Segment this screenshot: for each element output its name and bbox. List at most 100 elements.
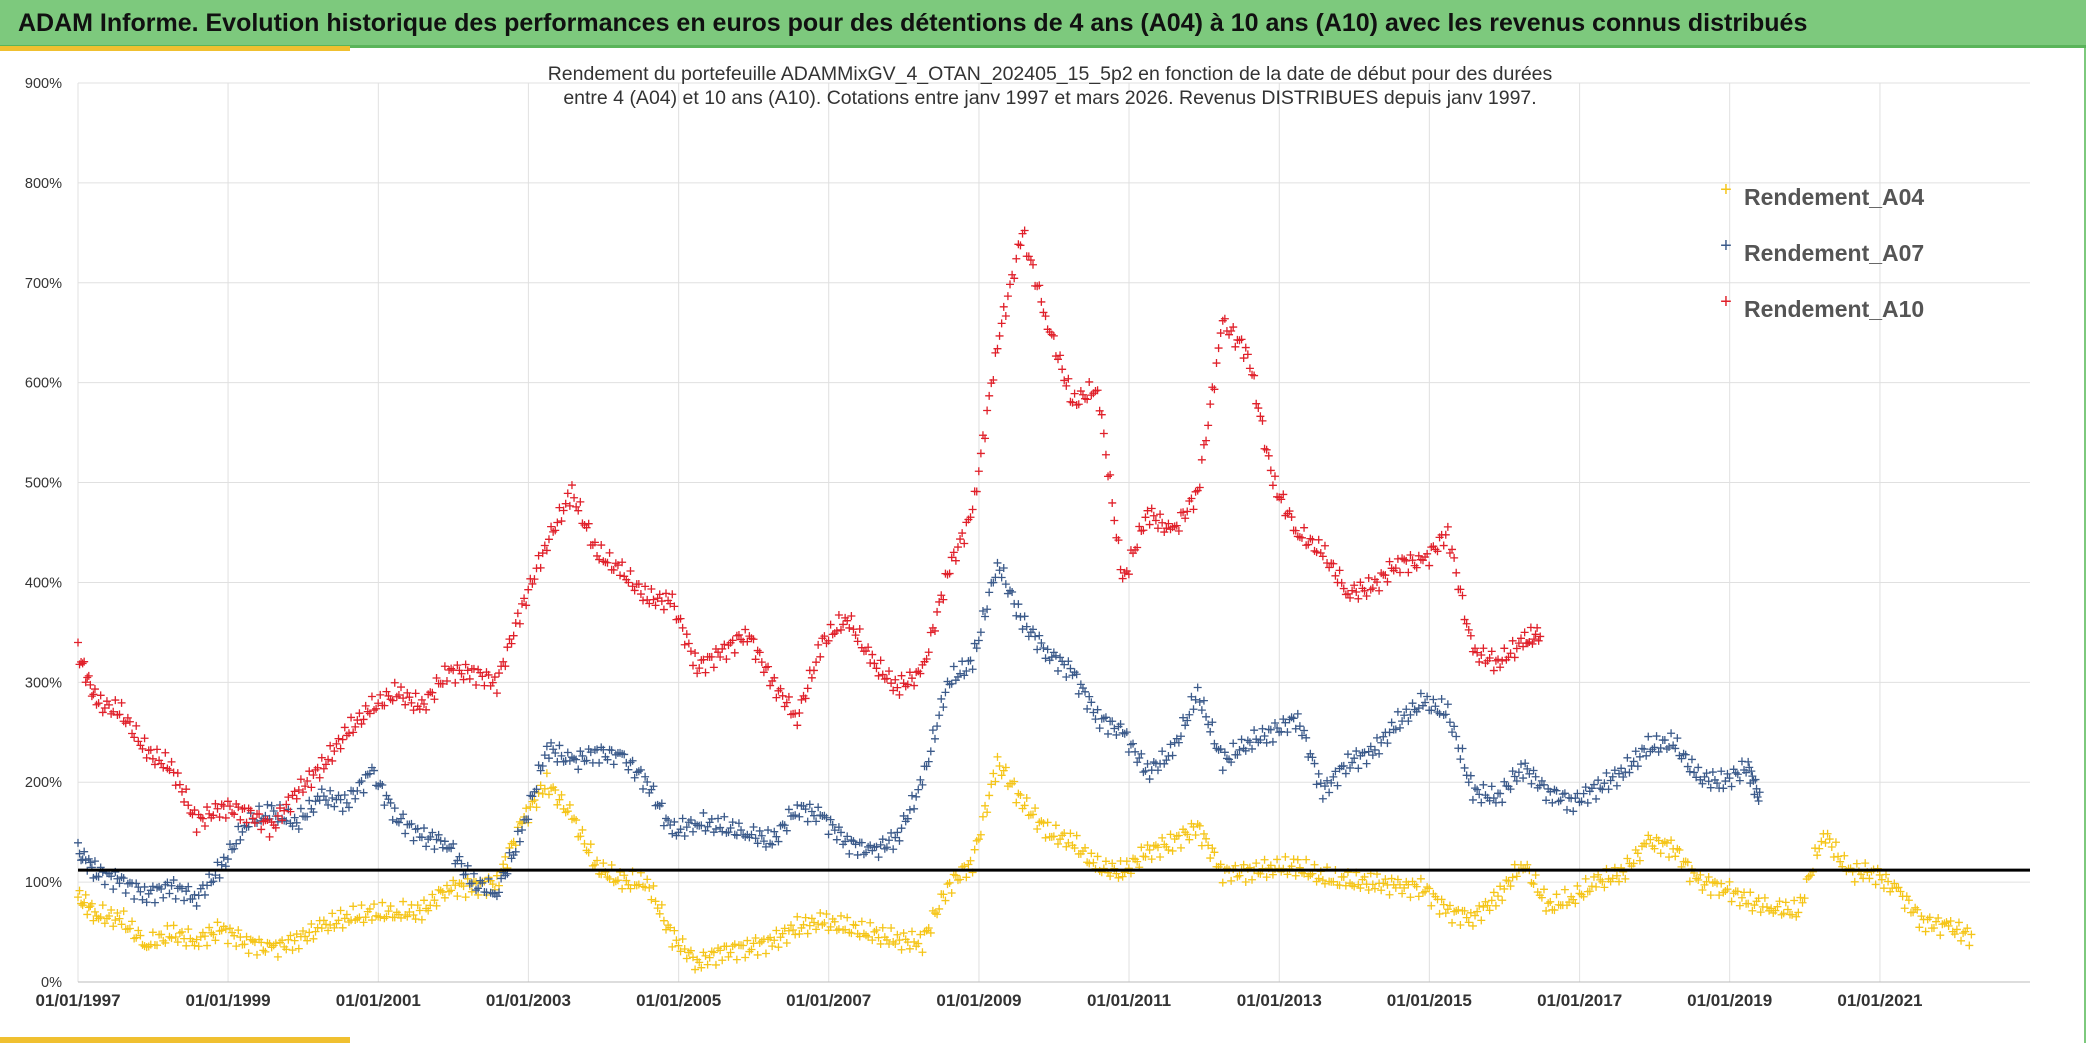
data-point xyxy=(647,895,656,904)
data-point xyxy=(1387,874,1396,883)
data-point xyxy=(1623,753,1632,762)
data-point xyxy=(1273,855,1282,864)
data-point xyxy=(1314,535,1323,544)
data-point xyxy=(1158,747,1167,756)
data-point xyxy=(970,639,979,648)
x-tick-label: 01/01/2019 xyxy=(1687,991,1772,1010)
data-point xyxy=(1531,630,1540,639)
data-point xyxy=(342,910,351,919)
data-point xyxy=(92,700,101,709)
data-point xyxy=(1375,749,1384,758)
data-point xyxy=(1060,660,1069,669)
data-point xyxy=(1925,913,1934,922)
performance-chart: 0%100%200%300%400%500%600%700%800%900% 0… xyxy=(25,63,2030,1010)
data-point xyxy=(415,906,424,915)
data-point xyxy=(743,936,752,945)
data-point xyxy=(876,939,885,948)
data-point xyxy=(557,517,566,526)
data-point xyxy=(278,816,287,825)
data-point xyxy=(720,640,729,649)
data-point xyxy=(1250,726,1259,735)
data-point xyxy=(515,837,524,846)
data-point xyxy=(294,944,303,953)
data-point xyxy=(1468,795,1477,804)
data-point xyxy=(267,943,276,952)
data-point xyxy=(772,693,781,702)
data-point xyxy=(1760,893,1769,902)
data-point xyxy=(311,797,320,806)
data-point xyxy=(924,757,933,766)
data-point xyxy=(709,948,718,957)
data-point xyxy=(1029,625,1037,634)
data-point xyxy=(432,673,441,682)
data-point xyxy=(134,926,143,935)
data-point xyxy=(1118,872,1127,881)
data-point xyxy=(1233,872,1242,881)
data-point xyxy=(774,943,783,952)
data-point xyxy=(1162,756,1171,765)
data-point xyxy=(74,893,82,902)
data-point xyxy=(801,913,810,922)
data-point xyxy=(978,812,987,821)
data-point xyxy=(1435,709,1444,718)
data-point xyxy=(1270,472,1279,481)
data-point xyxy=(290,813,299,822)
data-point xyxy=(1514,639,1523,648)
data-point xyxy=(107,872,116,881)
data-point xyxy=(1348,758,1357,767)
data-point xyxy=(417,695,426,704)
data-point xyxy=(1266,466,1275,475)
data-point xyxy=(981,434,990,443)
data-point xyxy=(914,939,923,948)
data-point xyxy=(1287,513,1296,522)
data-point xyxy=(1400,555,1409,564)
data-point xyxy=(926,747,935,756)
data-point xyxy=(1031,804,1040,813)
data-point xyxy=(847,836,856,845)
data-point xyxy=(1302,733,1311,742)
data-point xyxy=(1199,440,1208,449)
data-point xyxy=(1370,745,1379,754)
data-point xyxy=(1041,312,1050,321)
data-point xyxy=(995,566,1004,575)
data-point xyxy=(374,699,383,708)
data-point xyxy=(1252,859,1261,868)
data-point xyxy=(1487,647,1496,656)
data-point xyxy=(1788,910,1797,919)
data-point xyxy=(1010,777,1019,786)
data-point xyxy=(234,822,243,831)
data-point xyxy=(1531,772,1540,781)
data-point xyxy=(536,563,545,572)
data-point xyxy=(1569,807,1578,816)
data-point xyxy=(1464,918,1473,927)
data-point xyxy=(1458,744,1467,753)
data-point xyxy=(540,751,549,760)
data-point xyxy=(1477,798,1486,807)
data-point xyxy=(275,804,284,813)
data-point xyxy=(1058,831,1067,840)
data-point xyxy=(1291,526,1300,535)
data-point xyxy=(595,758,604,767)
data-point xyxy=(1283,870,1292,879)
data-point xyxy=(536,781,545,790)
data-point xyxy=(1589,872,1598,881)
data-point xyxy=(1817,837,1826,846)
data-point xyxy=(1673,734,1682,743)
data-point xyxy=(1556,796,1565,805)
data-point xyxy=(910,937,919,946)
data-point xyxy=(374,912,383,921)
data-point xyxy=(1354,764,1363,773)
data-point xyxy=(757,658,766,667)
data-point xyxy=(1915,923,1924,932)
data-point xyxy=(1694,875,1703,884)
data-point xyxy=(553,518,562,527)
data-point xyxy=(90,907,99,916)
data-point xyxy=(1391,725,1400,734)
data-point xyxy=(1335,566,1344,575)
data-point xyxy=(809,666,818,675)
data-point xyxy=(1106,872,1115,881)
data-point xyxy=(1414,892,1423,901)
data-point xyxy=(330,923,339,932)
data-point xyxy=(1064,657,1073,666)
data-point xyxy=(1020,226,1029,235)
